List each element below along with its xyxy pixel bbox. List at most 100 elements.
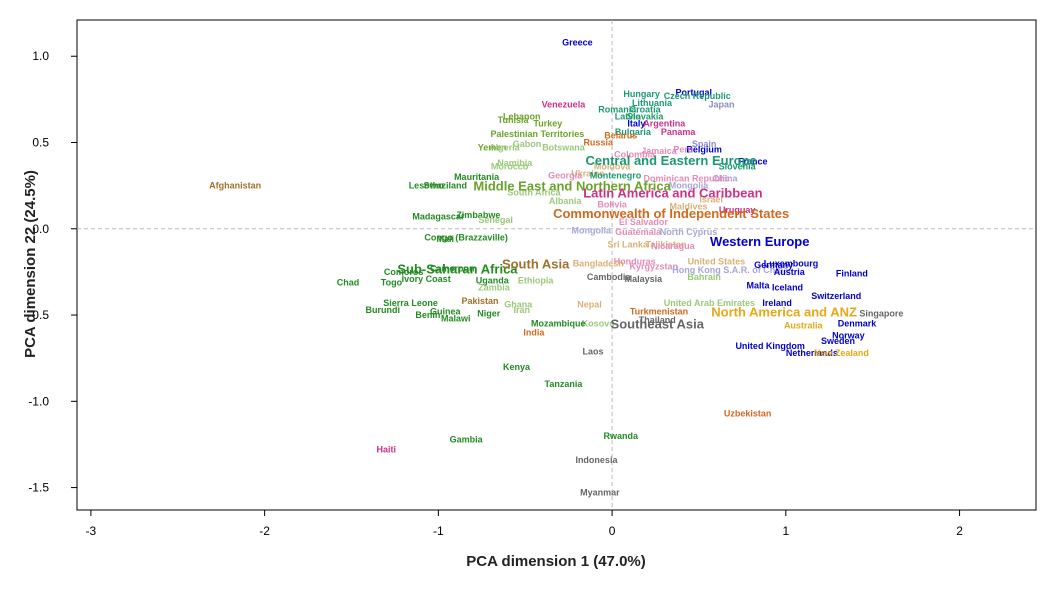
point-label: Tunisia: [498, 115, 530, 125]
point-label: Ukraine: [571, 169, 604, 179]
point-label: Swaziland: [424, 181, 468, 191]
point-label: Hong Kong S.A.R. of China: [672, 265, 789, 275]
point-label: Myanmar: [580, 488, 620, 498]
point-label: South Africa: [507, 188, 561, 198]
point-label: Cameroon: [430, 263, 475, 273]
point-label: Finland: [836, 269, 868, 279]
axis-ticks: -3 -2 -1 0 1 2 1.0 0.5 0.0 -0.5 -1.0 -1.5: [28, 49, 963, 538]
point-label: Cambodia: [587, 272, 632, 282]
point-label: Malta: [747, 281, 771, 291]
point-label: Uzbekistan: [724, 408, 772, 418]
point-label: Switzerland: [811, 291, 861, 301]
point-label: Tajikistan: [646, 239, 687, 249]
point-label: Luxembourg: [764, 258, 819, 268]
x-tick-label: 0: [609, 524, 616, 538]
point-label: Mozambique: [531, 319, 586, 329]
point-label: Afghanistan: [209, 181, 261, 191]
y-tick-label: 0.0: [32, 222, 49, 236]
region-group-label: Commonwealth of Independent States: [553, 206, 789, 221]
point-label: Austria: [774, 267, 806, 277]
region-group-label: North America and ANZ: [711, 305, 857, 320]
point-label: Mali: [437, 234, 455, 244]
point-label: Montenegro: [590, 170, 642, 180]
point-label: Kosovo: [582, 319, 616, 329]
point-label: Niger: [477, 308, 501, 318]
point-label: Senegal: [478, 215, 513, 225]
point-label: Morocco: [491, 162, 529, 172]
point-label: Russia: [583, 138, 614, 148]
point-label: Uruguay: [719, 205, 756, 215]
point-label: Ireland: [762, 298, 792, 308]
point-label: Ethiopia: [518, 276, 554, 286]
point-label: Germany: [754, 260, 793, 270]
point-label: Tanzania: [545, 379, 584, 389]
region-group-label: Latin America and Caribbean: [583, 186, 762, 201]
point-label: Malawi: [441, 313, 471, 323]
point-label: Botswana: [542, 143, 586, 153]
point-label: Malaysia: [625, 274, 664, 284]
point-label: Dominican Republic: [644, 174, 731, 184]
point-label: New Zealand: [814, 348, 869, 358]
point-label: Palestinian Territories: [490, 129, 584, 139]
point-label: Lebanon: [503, 112, 541, 122]
region-group-label: Western Europe: [710, 234, 809, 249]
x-tick-label: -3: [86, 524, 97, 538]
y-axis-title: PCA dimension 22 (24.5%): [22, 170, 39, 358]
point-label: Burundi: [366, 305, 401, 315]
y-tick-label: -1.5: [28, 481, 49, 495]
point-label: Israel: [699, 194, 723, 204]
point-label: Ivory Coast: [402, 274, 451, 284]
point-label: Bahrain: [687, 272, 721, 282]
point-label: Peru: [673, 144, 693, 154]
point-label: Slovakia: [627, 112, 665, 122]
point-label: Namibia: [497, 158, 533, 168]
region-group-label: Central and Eastern Europe: [586, 153, 757, 168]
point-label: Belarus: [604, 131, 637, 141]
point-label: Sweden: [821, 336, 855, 346]
x-tick-label: 2: [956, 524, 963, 538]
point-label: Benin: [415, 310, 440, 320]
point-label: Indonesia: [575, 455, 618, 465]
point-label: Bangladesh: [573, 258, 624, 268]
point-label: Mongolia: [669, 181, 709, 191]
point-label: Sri Lanka: [607, 239, 649, 249]
point-label: Iceland: [772, 282, 803, 292]
point-label: Lithuania: [632, 98, 673, 108]
point-label: Mongolia: [571, 225, 611, 235]
point-label: Spain: [692, 139, 717, 149]
point-label: France: [738, 156, 768, 166]
point-label: Netherlands: [786, 348, 838, 358]
point-label: China: [713, 174, 739, 184]
point-label: Jamaica: [641, 146, 678, 156]
point-label: Uganda: [476, 276, 510, 286]
point-label: Colombia: [614, 150, 656, 160]
point-label: Lesotho: [409, 181, 445, 191]
point-label: Gambia: [450, 434, 484, 444]
region-group-label: Sub-Saharan Africa: [397, 261, 518, 276]
plot-frame: [76, 19, 1037, 511]
point-label: Mauritania: [454, 172, 500, 182]
point-label: Sierra Leone: [383, 298, 438, 308]
point-label: El Salvador: [619, 217, 669, 227]
point-label: Georgia: [548, 170, 583, 180]
point-label: Turkmenistan: [630, 307, 688, 317]
point-label: Honduras: [614, 257, 656, 267]
point-label: Moldova: [594, 162, 631, 172]
point-label: Norway: [832, 331, 865, 341]
point-label: Gabon: [513, 139, 542, 149]
plot-area: [76, 19, 1037, 511]
point-label: Ghana: [504, 300, 533, 310]
point-label: Romania: [598, 105, 637, 115]
point-label: Singapore: [859, 308, 903, 318]
point-label: Iran: [513, 305, 530, 315]
y-tick-label: -1.0: [28, 394, 49, 408]
point-label: Argentina: [643, 119, 686, 129]
point-label: Guinea: [430, 307, 462, 317]
point-label: Nepal: [577, 300, 602, 310]
point-label: Laos: [582, 346, 603, 356]
point-label: Italy: [627, 119, 645, 129]
point-label: Panama: [661, 127, 697, 137]
point-label: Togo: [381, 277, 403, 287]
point-label: Portugal: [675, 87, 712, 97]
